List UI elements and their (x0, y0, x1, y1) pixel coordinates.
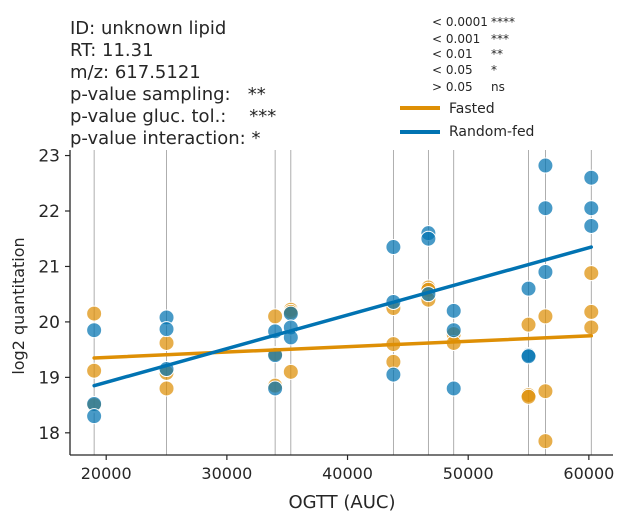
fasted-point (583, 265, 600, 282)
y-tick-label: 19 (38, 368, 60, 388)
x-tick-label: 20000 (81, 464, 132, 483)
header-pvalue-sampling: p-value sampling: ** (70, 84, 266, 105)
fasted-point (583, 303, 600, 320)
y-tick-label: 23 (38, 147, 60, 167)
y-tick-label: 20 (38, 313, 60, 333)
header-pvalue-gluc: p-value gluc. tol.: *** (70, 106, 277, 127)
y-axis-label: log2 quantitation (9, 237, 28, 374)
legend-swatch-random-fed (400, 130, 440, 134)
fasted-point (520, 388, 537, 405)
fasted-point (537, 308, 554, 325)
x-axis-label: OGTT (AUC) (289, 492, 396, 513)
fasted-point (537, 383, 554, 400)
sig-symbol: ns (491, 80, 505, 94)
fasted-point (267, 308, 284, 325)
random-fed-point (385, 239, 402, 256)
fasted-point (158, 334, 175, 351)
random-fed-point (537, 200, 554, 217)
x-tick-label: 60000 (563, 464, 614, 483)
random-fed-point (86, 408, 103, 425)
fasted-point (86, 305, 103, 322)
fasted-point (282, 363, 299, 380)
sig-threshold: < 0.05 (432, 63, 473, 77)
vertical-guides (93, 150, 592, 455)
header-id: ID: unknown lipid (70, 18, 227, 39)
random-fed-fit-line (92, 245, 594, 388)
fasted-point (158, 380, 175, 397)
legend-label-random-fed: Random-fed (449, 124, 535, 140)
legend-label-fasted: Fasted (449, 101, 495, 117)
random-fed-point (282, 305, 299, 322)
random-fed-point (445, 380, 462, 397)
fasted-fit-line (92, 334, 594, 360)
header-mz: m/z: 617.5121 (70, 62, 201, 83)
x-tick-label: 50000 (443, 464, 494, 483)
header-rt: RT: 11.31 (70, 40, 154, 61)
legend-swatch-fasted (400, 106, 440, 110)
random-fed-point (158, 321, 175, 338)
sig-threshold: > 0.05 (432, 80, 473, 94)
random-fed-point (583, 217, 600, 234)
regression-lines (92, 245, 594, 388)
random-fed-point (537, 264, 554, 280)
random-fed-point (583, 169, 600, 186)
fasted-point (86, 362, 103, 379)
fasted-point (537, 433, 554, 450)
random-fed-point (267, 380, 284, 397)
random-fed-point (385, 366, 402, 383)
random-fed-point (583, 200, 600, 217)
axes: 20000 30000 40000 50000 60000 18 19 20 21 22 23 (38, 147, 614, 483)
sig-symbol: *** (491, 32, 509, 46)
sig-threshold: < 0.0001 (432, 15, 488, 29)
random-fed-point (420, 230, 437, 247)
sig-threshold: < 0.001 (432, 32, 481, 46)
random-fed-point (520, 280, 537, 297)
x-tick-label: 30000 (201, 464, 252, 483)
sig-threshold: < 0.01 (432, 47, 473, 61)
random-fed-point (86, 322, 103, 339)
sig-symbol: ** (491, 47, 503, 61)
random-fed-point (537, 157, 554, 174)
random-fed-points (86, 157, 600, 425)
fasted-point (583, 319, 600, 336)
y-tick-label: 18 (38, 424, 60, 444)
header-pvalue-interaction: p-value interaction: * (70, 128, 261, 149)
x-tick-label: 40000 (322, 464, 373, 483)
sig-symbol: **** (491, 15, 515, 29)
random-fed-point (520, 348, 537, 365)
fasted-point (520, 316, 537, 333)
random-fed-point (445, 322, 462, 339)
y-tick-label: 21 (38, 257, 60, 277)
random-fed-point (445, 302, 462, 319)
y-tick-label: 22 (38, 202, 60, 222)
sig-symbol: * (491, 63, 497, 77)
